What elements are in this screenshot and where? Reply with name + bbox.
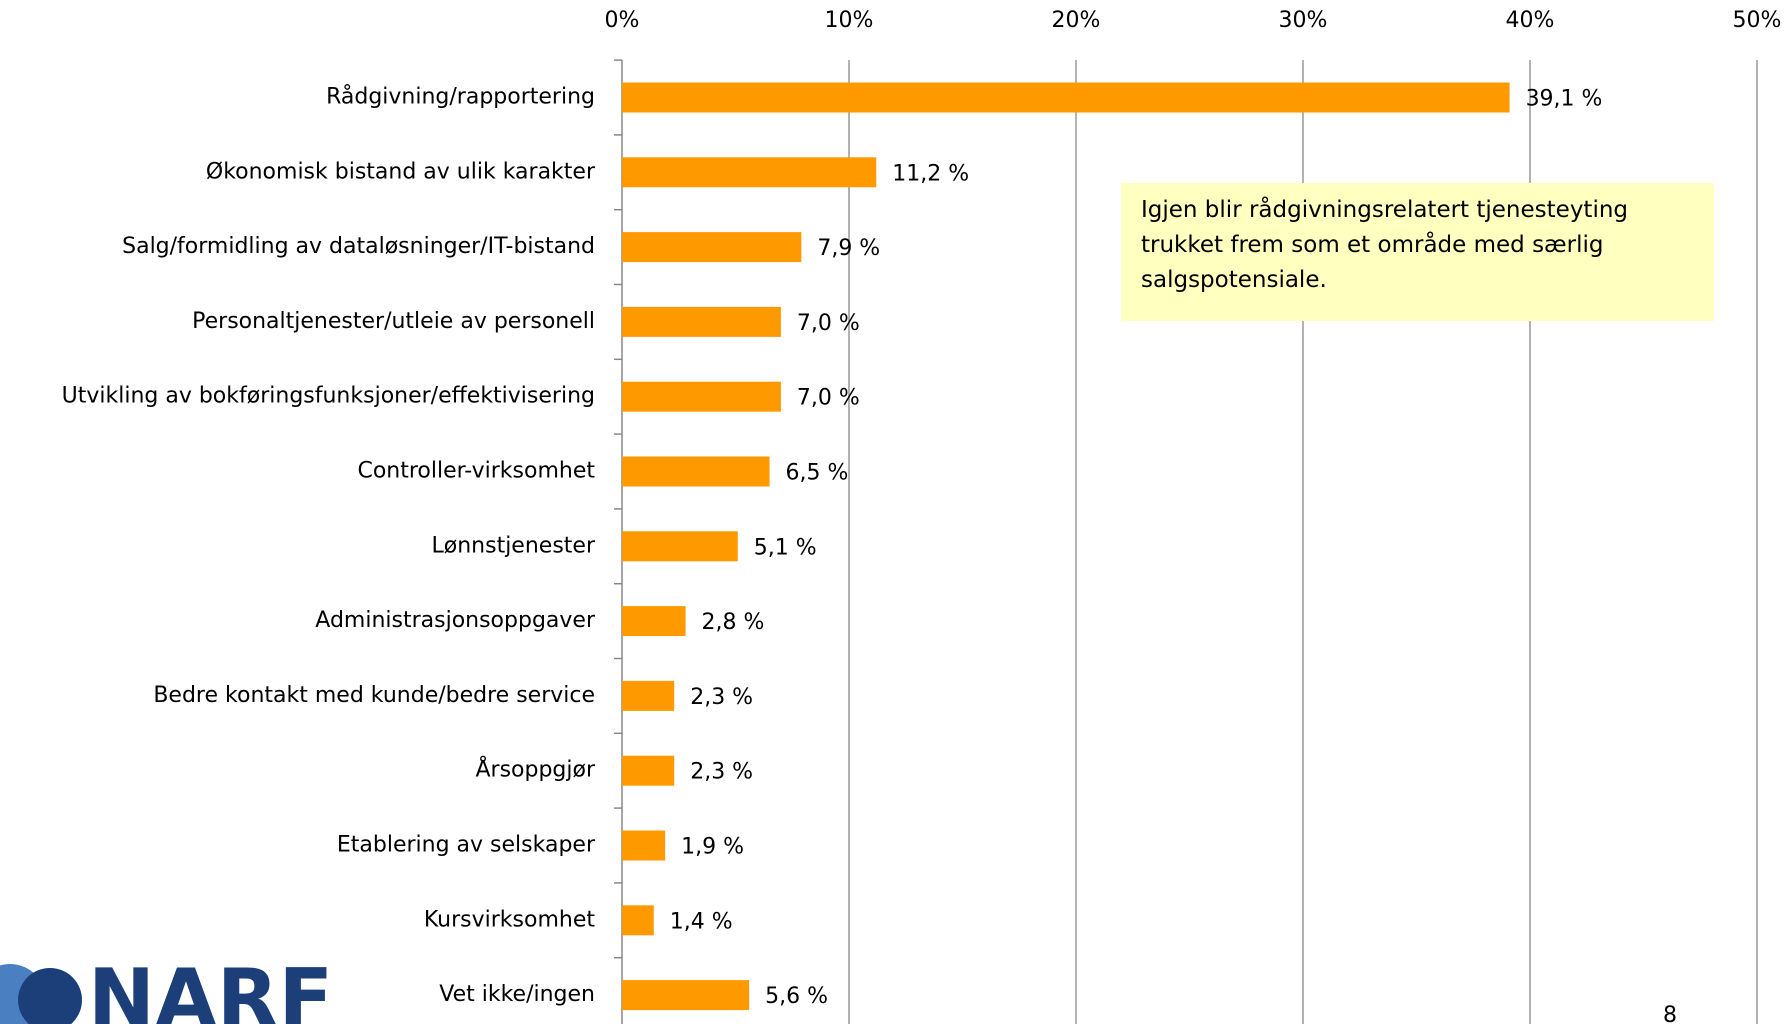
bar — [622, 980, 750, 1011]
x-tick-label: 40% — [1506, 8, 1555, 33]
bar — [622, 531, 738, 562]
data-label: 2,8 % — [702, 610, 765, 635]
data-label: 5,6 % — [765, 984, 828, 1009]
data-label: 7,9 % — [817, 236, 880, 261]
y-tick-label: Vet ikke/ingen — [439, 982, 595, 1007]
y-tick-label: Utvikling av bokføringsfunksjoner/effekt… — [62, 384, 595, 409]
data-label: 2,3 % — [690, 760, 753, 785]
y-tick-label: Årsoppgjør — [475, 756, 595, 783]
bar — [622, 82, 1510, 113]
page-number: 8 — [1663, 1003, 1677, 1024]
bar — [622, 157, 877, 188]
logo-text: NARF — [88, 952, 333, 1024]
data-label: 5,1 % — [754, 535, 817, 560]
x-tick-label: 50% — [1733, 8, 1782, 33]
bar — [622, 680, 675, 711]
data-label: 1,4 % — [670, 909, 733, 934]
x-tick-label: 10% — [825, 8, 874, 33]
y-tick-label: Administrasjonsoppgaver — [315, 608, 596, 633]
bar — [622, 456, 770, 487]
data-label: 7,0 % — [797, 311, 860, 336]
y-tick-label: Etablering av selskaper — [337, 833, 596, 858]
y-tick-label: Kursvirksomhet — [424, 907, 596, 932]
y-tick-label: Rådgivning/rapportering — [326, 84, 595, 110]
y-tick-label: Økonomisk bistand av ulik karakter — [206, 159, 596, 184]
bar — [622, 381, 781, 412]
bar — [622, 232, 802, 263]
data-label: 1,9 % — [681, 835, 744, 860]
bar — [622, 905, 654, 936]
x-tick-label: 0% — [605, 8, 640, 33]
annotation: Igjen blir rådgivningsrelatert tjenestey… — [1121, 183, 1714, 321]
bar — [622, 306, 781, 337]
x-tick-label: 30% — [1279, 8, 1328, 33]
y-tick-label: Bedre kontakt med kunde/bedre service — [153, 683, 595, 708]
y-tick-label: Salg/formidling av dataløsninger/IT-bist… — [122, 234, 595, 259]
y-tick-label: Controller-virksomhet — [357, 459, 595, 484]
data-label: 39,1 % — [1526, 87, 1603, 112]
x-tick-label: 20% — [1052, 8, 1101, 33]
bar — [622, 755, 675, 786]
bar — [622, 606, 686, 637]
logo: NARF — [0, 952, 333, 1024]
data-label: 2,3 % — [690, 685, 753, 710]
data-label: 6,5 % — [786, 461, 849, 486]
bar — [622, 830, 666, 861]
y-tick-label: Personaltjenester/utleie av personell — [192, 309, 595, 334]
data-label: 7,0 % — [797, 386, 860, 411]
y-tick-label: Lønnstjenester — [432, 533, 596, 558]
data-label: 11,2 % — [892, 161, 969, 186]
